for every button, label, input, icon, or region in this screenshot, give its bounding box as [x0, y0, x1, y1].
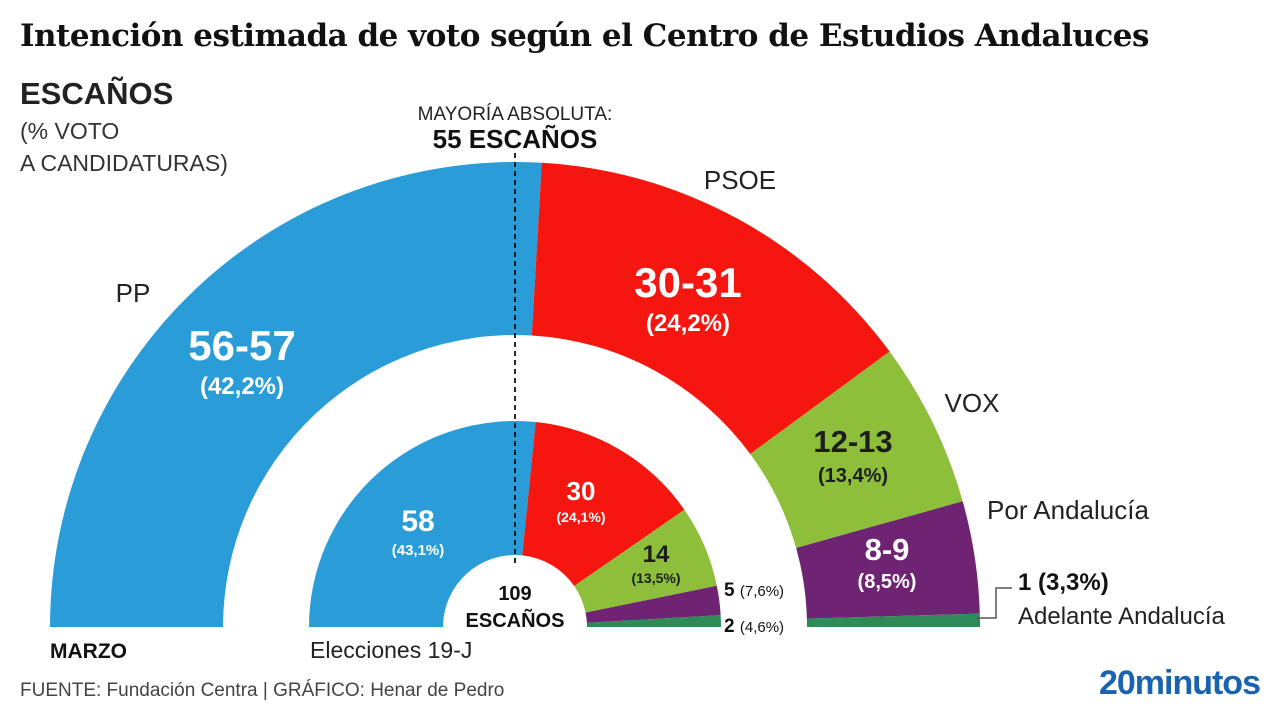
party-label-vox: VOX — [945, 388, 1000, 418]
party-label-psoe: PSOE — [704, 165, 776, 195]
inner-wedge-por-andalucia — [585, 585, 721, 623]
inner-seats-por-andalucia: 5 (7,6%) — [724, 580, 784, 601]
subtitle-line-2: A CANDIDATURAS) — [20, 150, 228, 176]
majority-label-1: MAYORÍA ABSOLUTA: — [418, 104, 613, 125]
inner-vote-pp: (43,1%) — [392, 542, 445, 559]
inner-wedge-adelante-andalucia — [586, 615, 721, 627]
outer-seats-pp: 56-57 — [188, 322, 295, 369]
outer-wedge-pp — [50, 162, 542, 627]
outer-wedge-por-andalucia — [796, 501, 980, 619]
inner-wedge-vox — [574, 509, 717, 613]
center-total: 109 — [498, 583, 531, 605]
majority-label-2: 55 ESCAÑOS — [433, 124, 598, 154]
inner-ring-label: Elecciones 19-J — [310, 637, 472, 660]
party-label-por-andalucia: Por Andalucía — [987, 495, 1149, 525]
party-label-pp: PP — [116, 278, 151, 308]
inner-seats-adelante-andalucia: 2 (4,6%) — [724, 616, 784, 637]
inner-vote-psoe: (24,1%) — [556, 509, 605, 525]
center-total-label: ESCAÑOS — [466, 609, 565, 632]
outer-wedge-vox — [750, 351, 963, 549]
chart-title: Intención estimada de voto según el Cent… — [20, 18, 1149, 54]
inner-wedge-psoe — [522, 422, 685, 587]
outer-vote-por-andalucia: (8,5%) — [858, 571, 917, 593]
subtitle-line-1: (% VOTO — [20, 118, 120, 144]
inner-seats-vox: 14 — [643, 541, 670, 568]
inner-vote-vox: (13,5%) — [631, 570, 680, 586]
inner-seats-pp: 58 — [401, 505, 434, 538]
outer-ring-label: MARZO — [50, 640, 127, 660]
outer-vote-vox: (13,4%) — [818, 465, 888, 487]
outer-wedge-adelante-andalucia — [806, 613, 980, 627]
parliament-chart: 56-57 (42,2%) 30-31 (24,2%) 12-13 (13,4%) 8-9 (… — [50, 104, 1225, 660]
outer-seats-por-andalucia: 8-9 — [865, 532, 910, 567]
inner-wedge-pp — [309, 421, 536, 627]
brand-logo: 20minutos — [1098, 664, 1261, 702]
outer-seats-adelante-andalucia: 1 (3,3%) — [1018, 569, 1109, 596]
subtitle-head: ESCAÑOS — [20, 76, 174, 111]
outer-vote-pp: (42,2%) — [200, 373, 284, 400]
party-label-adelante-andalucia: Adelante Andalucía — [1018, 603, 1225, 630]
outer-seats-vox: 12-13 — [813, 424, 892, 459]
source-footer: FUENTE: Fundación Centra | GRÁFICO: Hena… — [20, 680, 505, 701]
outer-seats-psoe: 30-31 — [634, 259, 741, 306]
outer-wedge-psoe — [531, 162, 890, 455]
outer-vote-psoe: (24,2%) — [646, 310, 730, 337]
adelante-callout-line — [976, 587, 1012, 619]
inner-seats-psoe: 30 — [567, 476, 596, 506]
